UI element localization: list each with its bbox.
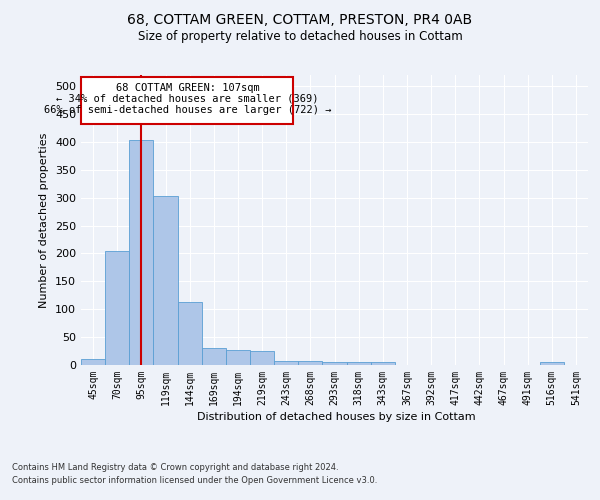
Text: Distribution of detached houses by size in Cottam: Distribution of detached houses by size … (197, 412, 475, 422)
Bar (371, 362, 395, 365)
Y-axis label: Number of detached properties: Number of detached properties (40, 132, 49, 308)
Text: Contains public sector information licensed under the Open Government Licence v3: Contains public sector information licen… (12, 476, 377, 485)
Bar (154, 196, 178, 365)
Bar (347, 362, 371, 365)
Bar (105, 250, 129, 365)
Bar (250, 350, 274, 365)
Bar (322, 362, 347, 365)
Text: 68, COTTAM GREEN, COTTAM, PRESTON, PR4 0AB: 68, COTTAM GREEN, COTTAM, PRESTON, PR4 0… (127, 12, 473, 26)
FancyBboxPatch shape (82, 77, 293, 124)
Bar (202, 348, 226, 365)
Text: ← 34% of detached houses are smaller (369): ← 34% of detached houses are smaller (36… (56, 94, 319, 104)
Bar (274, 360, 298, 365)
Text: 68 COTTAM GREEN: 107sqm: 68 COTTAM GREEN: 107sqm (116, 83, 259, 93)
Bar (81, 360, 105, 365)
Bar (298, 361, 322, 365)
Bar (226, 350, 250, 365)
Bar (129, 140, 154, 365)
Bar (178, 302, 202, 365)
Text: 66% of semi-detached houses are larger (722) →: 66% of semi-detached houses are larger (… (44, 105, 331, 115)
Bar (540, 362, 564, 365)
Text: Contains HM Land Registry data © Crown copyright and database right 2024.: Contains HM Land Registry data © Crown c… (12, 462, 338, 471)
Text: Size of property relative to detached houses in Cottam: Size of property relative to detached ho… (137, 30, 463, 43)
